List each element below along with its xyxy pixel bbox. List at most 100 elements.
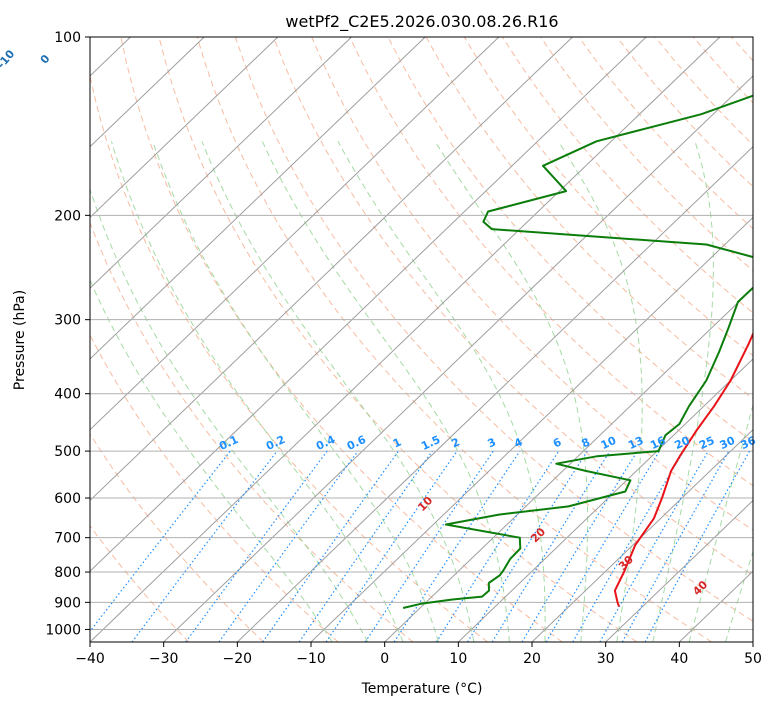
y-tick-label: 600 [54,491,81,507]
plot-frame [89,36,754,643]
isotherm [90,37,647,572]
background-lines [0,37,753,642]
dewpoint-profile-line [402,94,753,609]
y-tick-label: 800 [54,565,81,581]
mixing-ratio-line [298,450,433,642]
mixing-ratio-line [466,450,588,642]
dry-adiabat [349,37,753,487]
moist-adiabat [111,141,404,642]
dry-adiabat [90,432,264,642]
mixing-ratio-label: 36 [738,434,758,452]
dry-adiabat [578,37,753,230]
mixing-ratio-line [364,450,494,642]
mixing-ratio-label: 13 [626,434,645,452]
mixing-ratio-label: 4 [512,435,525,450]
dry-adiabat [463,37,753,357]
mixing-ratio-line [644,450,751,642]
mixing-ratio-line [491,450,611,642]
isotherm [90,37,205,148]
x-tick-label: 20 [523,651,541,667]
isotherm [163,75,753,642]
y-axis-label: Pressure (hPa) [12,290,28,390]
x-tick-label: 40 [670,651,688,667]
mixing-ratio-line [262,450,399,642]
dry-adiabat [311,37,753,531]
y-tick-label: 500 [54,444,81,460]
dry-adiabat [90,525,190,642]
mixing-ratio-label: 0.6 [345,433,368,453]
isotherm [752,641,753,642]
dry-adiabat [654,37,753,146]
moist-adiabat [725,550,753,642]
moist-adiabat-label: 10 [415,494,435,514]
dry-adiabat [120,37,563,642]
x-tick-label: −10 [296,651,326,667]
mixing-ratio-line [393,450,521,642]
isotherm [90,37,279,219]
x-tick-label: 50 [744,651,762,667]
isotherm [90,37,721,642]
isotherm [310,216,753,642]
x-tick-label: 10 [449,651,467,667]
y-tick-label: 900 [54,595,81,611]
dry-adiabat [90,333,339,642]
x-tick-label: 30 [597,651,615,667]
mixing-ratio-line [599,450,709,642]
y-tick-label: 100 [54,30,81,46]
mixing-ratio-line [185,450,328,642]
mixing-ratio-label: 1.5 [419,433,442,453]
dry-adiabat [158,37,638,642]
y-tick-label: 200 [54,208,81,224]
isotherm [384,287,753,642]
y-tick-label: 300 [54,313,81,329]
mixing-ratio-line [218,450,359,642]
mixing-ratio-line [131,450,278,642]
mixing-ratio-label: 20 [673,434,693,452]
mixing-ratio-label: 10 [599,434,619,452]
moist-adiabat [434,141,589,642]
isotherm [457,358,753,642]
dry-adiabat [196,37,712,642]
y-tick-label: 700 [54,531,81,547]
isotherm [0,37,57,642]
chart-title: wetPf2_C2E5.2026.030.08.26.R16 [285,12,558,32]
mixing-ratio-label: 0.1 [217,433,240,453]
mixing-ratio-line [621,450,730,642]
isotherm [531,429,753,642]
moist-adiabat [90,187,369,642]
x-axis-label: Temperature (°C) [361,681,483,697]
x-tick-label: −20 [223,651,253,667]
mixing-ratio-label: 16 [648,434,668,452]
y-tick-label: 1000 [45,622,81,638]
dry-adiabat [90,73,488,642]
dry-adiabat [90,221,414,642]
mixing-ratio-line [90,450,231,633]
moist-adiabat-label: 40 [690,578,710,598]
mixing-ratio-label: 0.2 [264,433,287,453]
dry-adiabat [692,37,753,104]
mixing-ratio-label: 25 [697,434,716,452]
y-tick-label: 400 [54,387,81,403]
isotherm [605,499,753,642]
mixing-ratio-label: 3 [486,435,498,450]
isotherm [236,145,753,642]
mixing-ratio-label: 2 [449,435,461,450]
x-tick-label: −30 [149,651,179,667]
line-labels: 0.10.20.40.611.52346810131620253036-100-… [0,47,758,598]
series-layer [402,94,753,609]
moist-adiabat [90,278,333,642]
isotherm [90,37,426,360]
dry-adiabat [387,37,753,443]
isotherm [90,37,573,502]
moist-adiabat [201,141,475,642]
dry-adiabat-label: 0 [38,52,53,66]
mixing-ratio-label: 1 [391,435,403,450]
dry-adiabat-label: -10 [0,47,18,71]
mixing-ratio-line [325,450,458,642]
mixing-ratio-label: 30 [718,434,738,452]
axis-ticks: −40 −30 −20 −10 0 10 20 30 40 5010020030040050060… [45,30,762,667]
moist-adiabat [688,403,753,642]
mixing-ratio-label: 6 [551,435,564,450]
moist-adiabat [152,141,439,642]
